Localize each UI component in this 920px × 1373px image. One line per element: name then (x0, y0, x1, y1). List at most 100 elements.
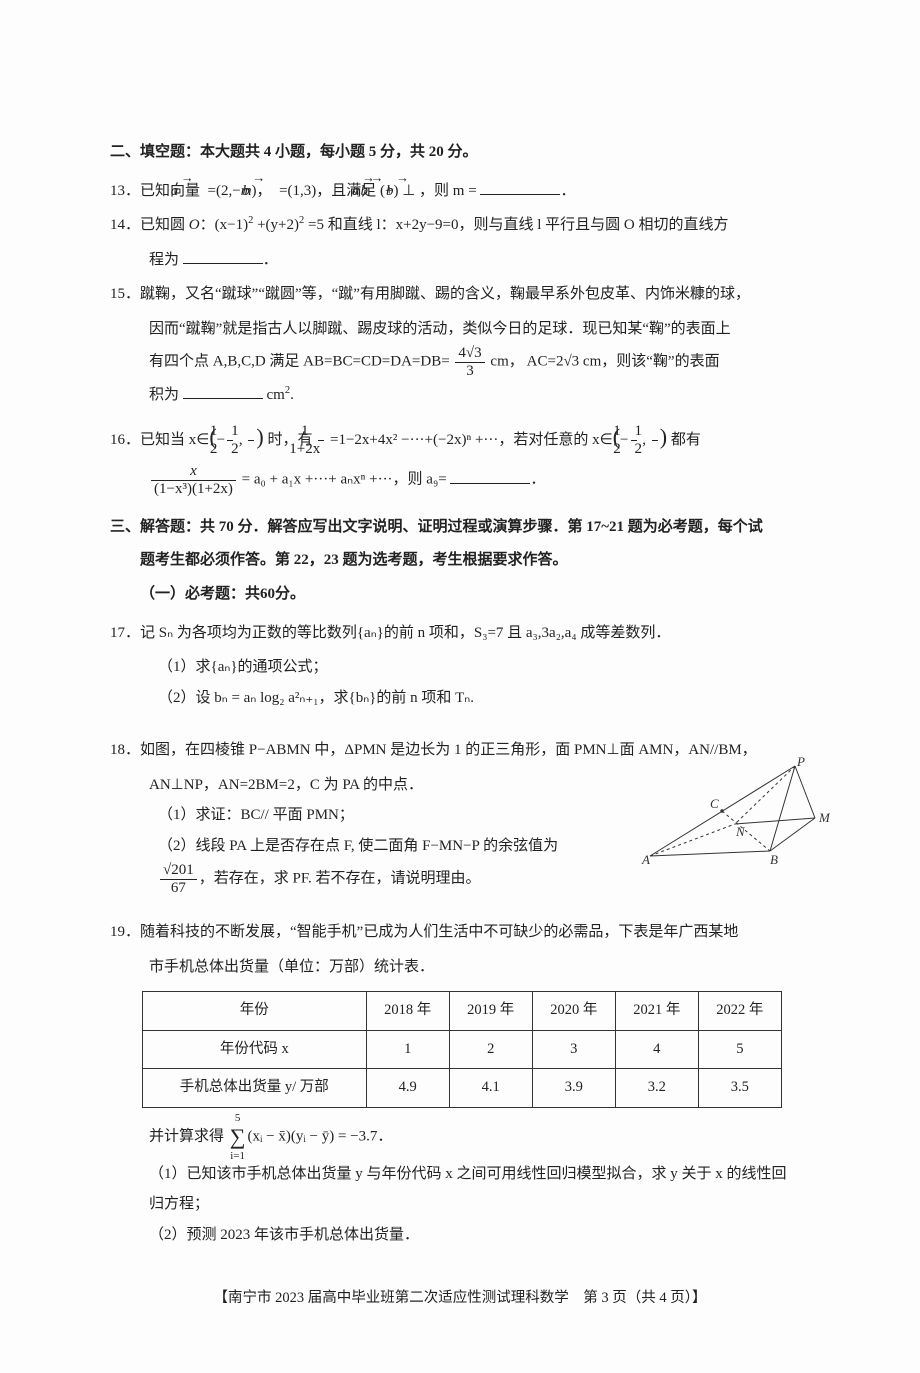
q14-rest: =5 和直线 l：x+2y−9=0，则与直线 l 平行且与圆 O 相切的直线方 (304, 217, 728, 233)
q14-num: 14． (110, 217, 140, 233)
q19-i1: （1）已知该市手机总体出货量 y 与年份代码 x 之间可用线性回归模型拟合，求 … (110, 1160, 810, 1189)
q19-table: 年份 2018 年 2019 年 2020 年 2021 年 2022 年 年份… (142, 991, 782, 1108)
section2-title: 二、填空题：本大题共 4 小题，每小题 5 分，共 20 分。 (110, 138, 810, 167)
q16-f2n: x (151, 463, 236, 481)
q13-blank (480, 180, 560, 195)
th-4: 2021 年 (615, 992, 698, 1031)
q19-l2: 市手机总体出货量（单位：万部）统计表． (110, 953, 810, 982)
q14-a: 已知圆 (140, 217, 189, 233)
q16-h2: 12 (248, 423, 254, 457)
question-17: 17．记 Sₙ 为各项均为正数的等比数列{aₙ}的前 n 项和，S₃=7 且 a… (110, 619, 810, 648)
q18-frac: √20167 (160, 862, 197, 896)
q16-series: =1−2x+4x² −···+(−2x)ⁿ +···，若对任意的 x∈ (326, 432, 612, 448)
th-5: 2022 年 (698, 992, 781, 1031)
q15-num: 15． (110, 286, 140, 302)
q15-frac: 4√33 (455, 345, 484, 379)
fig-label-M: M (818, 810, 830, 825)
q18-fd: 67 (160, 880, 197, 897)
q15-blank (183, 384, 263, 399)
q16-f2d: (1−x³)(1+2x) (151, 481, 236, 498)
section3-title2: 题考生都必须作答。第 22，23 题为选考题，考生根据要求作答。 (110, 546, 810, 575)
sum-symbol: ∑5i=1 (230, 1116, 246, 1158)
q19-num: 19． (110, 924, 140, 940)
section3-title1: 三、解答题：共 70 分．解答应写出文字说明、证明过程或演算步骤．第 17~21… (110, 513, 810, 542)
table-row-y: 手机总体出货量 y/ 万部 4.9 4.1 3.9 3.2 3.5 (142, 1069, 781, 1108)
q15-p4w: 积为 cm2. (110, 381, 810, 410)
r1-2: 2 (449, 1030, 532, 1069)
q14-col: ：(x−1) (200, 217, 248, 233)
th-1: 2018 年 (366, 992, 449, 1031)
q17-i1: （1）求{aₙ}的通项公式； (110, 653, 810, 682)
q19-calc-a: 并计算求得 (149, 1128, 228, 1144)
sum-bot: i=1 (230, 1146, 246, 1167)
th-2: 2019 年 (449, 992, 532, 1031)
q16-l2a: = a₀ + a₁x +···+ aₙxⁿ +···，则 a₉= (238, 472, 451, 488)
q15-p4b: . (290, 387, 294, 403)
q16-f1: 11+2x (318, 423, 324, 457)
q13-period: ． (560, 183, 575, 199)
r2-2: 4.1 (449, 1069, 532, 1108)
question-16: 16．已知当 x∈(−12 , 12) 时，有 11+2x =1−2x+4x² … (110, 416, 810, 458)
fig-label-N: N (735, 824, 746, 839)
q15-p3a: 有四个点 A,B,C,D 满足 AB=BC=CD=DA=DB= (149, 353, 453, 369)
r2-1: 4.9 (366, 1069, 449, 1108)
q16-h4n: 1 (652, 423, 658, 441)
q17-i2: （2）设 bₙ = aₙ log₂ a²ₙ₊₁，求{bₙ}的前 n 项和 Tₙ. (110, 684, 810, 713)
q15-p3w: 有四个点 A,B,C,D 满足 AB=BC=CD=DA=DB= 4√33 cm，… (110, 345, 810, 379)
question-14: 14．已知圆 O：(x−1)2 +(y+2)2 =5 和直线 l：x+2y−9=… (110, 211, 810, 240)
q16-p: ． (530, 472, 545, 488)
q18-num: 18． (110, 742, 140, 758)
r1-3: 3 (532, 1030, 615, 1069)
q15-p2w: 因而“蹴鞠”就是指古人以脚蹴、踢皮球的活动，类似今日的足球．现已知某“鞠”的表面… (110, 315, 810, 344)
q15-p1: 蹴鞠，又名“蹴球”“蹴圆”等，“蹴”有用脚蹴、踢的含义，鞠最早系外包皮革、内饰米… (140, 286, 750, 302)
r2-0: 手机总体出货量 y/ 万部 (142, 1069, 366, 1108)
q14-l2: 程为 (149, 252, 183, 268)
question-13: 13．已知向量 a =(2,−m)， b =(1,3)，且满足 (a+b) ⊥ … (110, 177, 810, 206)
question-14-line2: 程为 ． (110, 246, 810, 275)
q19-i1b: 归方程； (110, 1190, 810, 1219)
q16-h4: 12 (652, 423, 658, 457)
r1-5: 5 (698, 1030, 781, 1069)
r1-0: 年份代码 x (142, 1030, 366, 1069)
q19-i2: （2）预测 2023 年该市手机总体出货量． (110, 1221, 810, 1250)
q13-num: 13． (110, 183, 140, 199)
table-row-x: 年份代码 x 1 2 3 4 5 (142, 1030, 781, 1069)
q15-unit: cm (263, 387, 285, 403)
q13-tc: ，则 m = (419, 183, 480, 199)
th-3: 2020 年 (532, 992, 615, 1031)
q13-beq-rest: =(1,3) (275, 183, 316, 199)
q16-f2: x(1−x³)(1+2x) (151, 463, 236, 497)
q16-line2: x(1−x³)(1+2x) = a₀ + a₁x +···+ aₙxⁿ +···… (110, 463, 810, 497)
question-19: 19．随着科技的不断发展，“智能手机”已成为人们生活中不可缺少的必需品，下表是年… (110, 918, 810, 947)
r1-4: 4 (615, 1030, 698, 1069)
r1-1: 1 (366, 1030, 449, 1069)
q16-h2d: 2 (248, 441, 254, 458)
q16-h4d: 2 (652, 441, 658, 458)
fig-label-C: C (710, 796, 719, 811)
table-row-header: 年份 2018 年 2019 年 2020 年 2021 年 2022 年 (142, 992, 781, 1031)
q15-p3b: cm， AC=2√3 cm，则该“鞠”的表面 (487, 353, 720, 369)
th-0: 年份 (142, 992, 366, 1031)
question-15: 15．蹴鞠，又名“蹴球”“蹴圆”等，“蹴”有用脚蹴、踢的含义，鞠最早系外包皮革、… (110, 280, 810, 309)
q16-num: 16． (110, 432, 140, 448)
r2-4: 3.2 (615, 1069, 698, 1108)
q18-i2b: ，若存在，求 PF. 若不存在，请说明理由。 (199, 871, 481, 887)
sum-top: 5 (230, 1108, 246, 1129)
q19-l1: 随着科技的不断发展，“智能手机”已成为人们生活中不可缺少的必需品，下表是年广西某… (140, 924, 738, 940)
figure-q18: A B M N P C (640, 756, 830, 866)
q19-calc: 并计算求得 ∑5i=1(xᵢ − x̄)(yᵢ − ȳ) = −3.7． (110, 1116, 810, 1158)
q15-p4a: 积为 (149, 387, 183, 403)
q18-i2f: √20167，若存在，求 PF. 若不存在，请说明理由。 (110, 862, 810, 896)
q14-mid: +(y+2) (253, 217, 299, 233)
q16-blank (450, 469, 530, 484)
q15-fd: 3 (455, 363, 484, 380)
q15-p2: 因而“蹴鞠”就是指古人以脚蹴、踢皮球的活动，类似今日的足球．现已知某“鞠”的表面… (149, 321, 731, 337)
r2-3: 3.9 (532, 1069, 615, 1108)
q16-h2n: 1 (248, 423, 254, 441)
q14-O: O (189, 217, 200, 233)
q19-calc-b: (xᵢ − x̄)(yᵢ − ȳ) = −3.7． (247, 1128, 392, 1144)
exam-page: 二、填空题：本大题共 4 小题，每小题 5 分，共 20 分。 13．已知向量 … (0, 0, 920, 1373)
q15-fn: 4√3 (455, 345, 484, 363)
fig-label-P: P (796, 756, 805, 769)
q16-f1d: 1+2x (318, 441, 324, 458)
